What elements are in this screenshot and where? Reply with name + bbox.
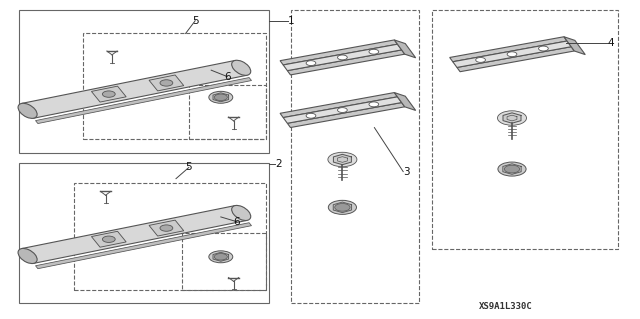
Circle shape: [102, 236, 115, 242]
Polygon shape: [280, 93, 397, 118]
Bar: [189, 85, 266, 139]
Ellipse shape: [18, 103, 37, 118]
Text: 5: 5: [192, 16, 198, 26]
Bar: [19, 163, 269, 303]
Circle shape: [306, 113, 316, 118]
Ellipse shape: [232, 60, 251, 75]
Circle shape: [369, 102, 379, 107]
Circle shape: [214, 254, 227, 260]
Circle shape: [497, 111, 527, 125]
Polygon shape: [149, 220, 184, 236]
Circle shape: [214, 94, 227, 100]
Circle shape: [209, 91, 233, 103]
Polygon shape: [35, 223, 252, 269]
Circle shape: [538, 46, 548, 51]
Polygon shape: [287, 50, 404, 75]
Polygon shape: [287, 102, 404, 128]
Polygon shape: [394, 40, 415, 58]
Text: 4: 4: [608, 38, 614, 48]
Bar: [291, 10, 419, 303]
Bar: [19, 10, 269, 153]
Circle shape: [306, 61, 316, 65]
Polygon shape: [283, 44, 402, 70]
Ellipse shape: [18, 249, 37, 263]
Polygon shape: [213, 252, 228, 261]
Text: 6: 6: [224, 71, 230, 82]
Text: 3: 3: [403, 167, 410, 177]
Circle shape: [328, 200, 356, 214]
Bar: [83, 33, 266, 139]
Polygon shape: [457, 47, 574, 72]
Polygon shape: [503, 113, 521, 123]
Text: 2: 2: [275, 159, 282, 169]
Circle shape: [209, 251, 233, 263]
Polygon shape: [22, 60, 247, 118]
Bar: [74, 183, 266, 290]
Polygon shape: [283, 97, 402, 123]
Circle shape: [102, 91, 115, 97]
Circle shape: [328, 152, 357, 167]
Polygon shape: [35, 78, 252, 123]
Circle shape: [369, 49, 379, 54]
Polygon shape: [280, 40, 397, 65]
Text: 5: 5: [186, 162, 192, 173]
Polygon shape: [213, 93, 228, 102]
Circle shape: [160, 80, 173, 86]
Circle shape: [504, 165, 520, 173]
Polygon shape: [394, 93, 415, 110]
Polygon shape: [333, 202, 351, 213]
Ellipse shape: [232, 205, 251, 220]
Circle shape: [498, 162, 526, 176]
Polygon shape: [149, 75, 184, 91]
Polygon shape: [503, 164, 521, 174]
Circle shape: [337, 108, 348, 113]
Circle shape: [160, 225, 173, 231]
Polygon shape: [333, 154, 351, 165]
Circle shape: [335, 204, 350, 211]
Circle shape: [507, 52, 517, 57]
Bar: [432, 10, 618, 249]
Circle shape: [337, 55, 348, 60]
Text: 6: 6: [234, 217, 240, 227]
Polygon shape: [92, 231, 126, 247]
Polygon shape: [450, 37, 567, 62]
Bar: [182, 233, 266, 290]
Polygon shape: [92, 86, 126, 102]
Text: 1: 1: [288, 16, 294, 26]
Polygon shape: [564, 37, 585, 55]
Polygon shape: [22, 205, 247, 263]
Text: XS9A1L330C: XS9A1L330C: [479, 302, 532, 311]
Circle shape: [476, 57, 486, 62]
Polygon shape: [452, 41, 572, 67]
